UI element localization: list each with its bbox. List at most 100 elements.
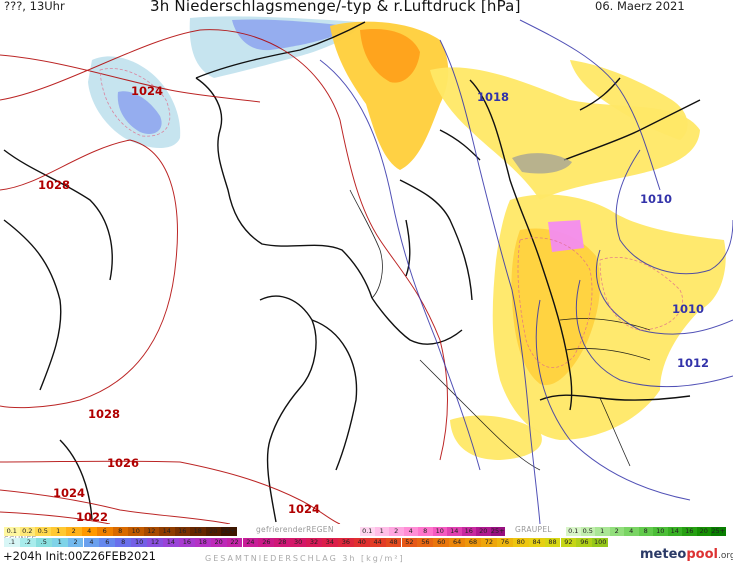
legend-swatch: 22: [226, 538, 243, 547]
legend-swatch: 88: [544, 538, 561, 547]
graupel-patches: [512, 153, 572, 174]
legend-swatch: 4: [83, 538, 100, 547]
legend-swatch: 96: [576, 538, 593, 547]
rain-area-finland: [430, 67, 700, 200]
legend-swatch: 25+: [221, 527, 237, 536]
legend-swatch: 64: [449, 538, 466, 547]
brand-main: meteo: [640, 547, 687, 562]
legend-swatch: 14: [447, 527, 462, 536]
legend-swatch: 40: [353, 538, 370, 547]
legend-swatch: 6: [99, 538, 116, 547]
legend-swatch: 2: [66, 527, 82, 536]
legend-swatch: 0.2: [19, 527, 35, 536]
legend-swatch: 100: [592, 538, 609, 547]
legend-swatch: 16: [178, 538, 195, 547]
legend-swatch: 72: [481, 538, 497, 547]
freezing-rain-spot: [548, 220, 584, 252]
valid-date: 06. Maerz 2021: [595, 0, 685, 13]
legend-unit-label: GESAMTNIEDERSCHLAG 3h [kg/m²]: [205, 554, 405, 563]
snow-area-iceland-core: [117, 91, 162, 135]
legend-swatch: 16: [461, 527, 476, 536]
legend-swatch: .5: [35, 538, 52, 547]
legend-swatch: 32: [306, 538, 322, 547]
chart-title: 3h Niederschlagsmenge/-typ & r.Luftdruck…: [150, 0, 521, 15]
legend-swatch: 16: [174, 527, 190, 536]
precip-legend: 0.1 0.2 0.5 1 2 4 6 8 10 12 14 16 18 20 25+ gefrierend…: [0, 524, 733, 566]
legend-swatch: 56: [417, 538, 434, 547]
isobar-label: 1028: [88, 407, 121, 421]
legend-swatch: 84: [528, 538, 545, 547]
legend-swatch: 6: [97, 527, 113, 536]
legend-swatch: 68: [465, 538, 481, 547]
snow-area-norway-blue: [232, 19, 350, 51]
legend-swatch: 10: [653, 527, 668, 536]
legend-swatch: 1: [51, 538, 68, 547]
isobars-high: [0, 29, 448, 525]
legend-swatch: 20: [476, 527, 491, 536]
legend-swatch: 2: [67, 538, 84, 547]
isobar-label: 1024: [288, 502, 321, 516]
legend-swatch: 4: [81, 527, 97, 536]
isobar-label: 1026: [107, 456, 140, 470]
precip-contours: [99, 68, 683, 368]
legend-swatch: 36: [337, 538, 354, 547]
legend-swatch: 20: [205, 527, 221, 536]
legend-swatch: .1: [4, 538, 20, 547]
graupel-legend-title: GRAUPEL: [515, 525, 552, 534]
isobar-label: 1010: [640, 192, 673, 206]
legend-swatch: 80: [512, 538, 529, 547]
legend-swatch: 8: [638, 527, 653, 536]
legend-swatch: 8: [115, 538, 132, 547]
brand-suffix: .org: [717, 551, 733, 561]
isobar-label: 1022: [76, 510, 109, 524]
isobar-label: 1018: [477, 90, 510, 104]
rain-area-baltic-medium: [511, 228, 601, 386]
legend-swatch: 8: [112, 527, 128, 536]
legend-swatch: 4: [403, 527, 418, 536]
isobar-label: 1024: [131, 84, 164, 98]
legend-swatch: 44: [369, 538, 386, 547]
legend-swatch: 25+: [490, 527, 505, 536]
legend-swatch: 26: [258, 538, 275, 547]
legend-swatch: 60: [433, 538, 450, 547]
legend-swatch: 14: [159, 527, 175, 536]
legend-swatch: 34: [322, 538, 338, 547]
legend-swatch: 0.1: [4, 527, 20, 536]
freezing-rain-legend-title: gefrierenderREGEN: [256, 525, 334, 534]
legend-swatch: 18: [194, 538, 211, 547]
legend-swatch: 48: [385, 538, 402, 547]
legend-swatch: 12: [147, 538, 163, 547]
legend-swatch: 1: [374, 527, 389, 536]
legend-swatch: 18: [190, 527, 206, 536]
legend-swatch: 0.1: [360, 527, 375, 536]
legend-swatch: 8: [418, 527, 433, 536]
coastlines: [3, 21, 701, 523]
legend-swatch: 1: [50, 527, 66, 536]
legend-swatch: 14: [163, 538, 179, 547]
borders: [349, 189, 651, 471]
legend-swatch: 10: [131, 538, 148, 547]
legend-swatch: 10: [128, 527, 144, 536]
isobar-label: 1028: [38, 178, 71, 192]
model-run-label: +204h Init:00Z26FEB2021: [3, 549, 156, 563]
legend-swatch: 30: [290, 538, 307, 547]
brand-logo[interactable]: meteopool.org: [640, 547, 733, 562]
legend-swatch: 10: [432, 527, 447, 536]
legend-swatch: 92: [560, 538, 577, 547]
isobar-label: 1012: [677, 356, 710, 370]
legend-swatch: 16: [682, 527, 697, 536]
legend-swatch: 2: [609, 527, 624, 536]
legend-swatch: 28: [274, 538, 291, 547]
legend-swatch: 0.5: [580, 527, 595, 536]
legend-swatch: 52: [401, 538, 418, 547]
legend-swatch: 14: [667, 527, 682, 536]
isobar-label: 1010: [672, 302, 705, 316]
brand-accent: pool: [686, 547, 718, 562]
legend-swatch: 0.5: [35, 527, 51, 536]
isobar-label: 1024: [53, 486, 86, 500]
legend-swatch: .2: [19, 538, 36, 547]
legend-swatch: 20: [210, 538, 227, 547]
legend-swatch: 25+: [711, 527, 726, 536]
